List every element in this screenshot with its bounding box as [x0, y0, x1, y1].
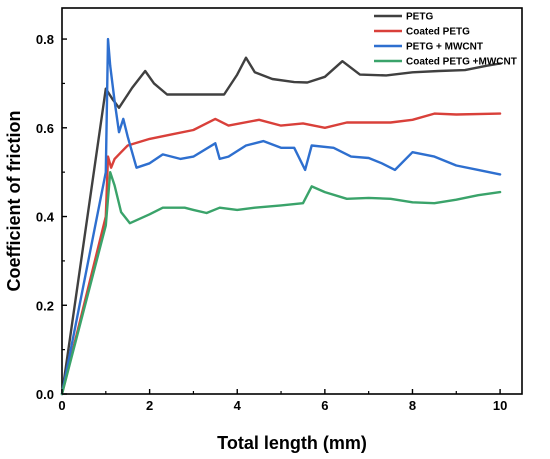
y-axis-label: Coefficient of friction — [4, 111, 24, 292]
x-tick-label: 6 — [321, 398, 328, 413]
legend-label: Coated PETG — [406, 27, 470, 38]
legend-label: Coated PETG +MWCNT — [406, 57, 517, 68]
x-tick-label: 8 — [409, 398, 416, 413]
y-tick-label: 0.2 — [36, 298, 54, 313]
legend: PETG Coated PETG PETG + MWCNT Coated PETG +… — [374, 12, 517, 68]
x-tick-label: 10 — [493, 398, 507, 413]
x-tick-label: 0 — [58, 398, 65, 413]
x-tick-label: 2 — [146, 398, 153, 413]
y-tick-label: 0.4 — [36, 210, 55, 225]
legend-label: PETG + MWCNT — [406, 42, 483, 53]
ticks-group: 0 2 4 6 8 10 0.0 0.2 0.4 0.6 0.8 — [36, 32, 507, 413]
series-line-petg-mwcnt — [60, 37, 502, 396]
series-line-coated-petg — [60, 112, 502, 396]
y-tick-label: 0.0 — [36, 387, 54, 402]
y-tick-label: 0.6 — [36, 121, 54, 136]
x-tick-label: 4 — [234, 398, 242, 413]
legend-label: PETG — [406, 12, 433, 23]
plot-frame — [61, 7, 523, 395]
x-axis-label: Total length (mm) — [217, 433, 367, 453]
y-tick-label: 0.8 — [36, 32, 54, 47]
series-line-petg — [60, 56, 502, 396]
series-group — [60, 37, 502, 396]
series-line-coated-petg-mwcnt — [60, 170, 502, 396]
